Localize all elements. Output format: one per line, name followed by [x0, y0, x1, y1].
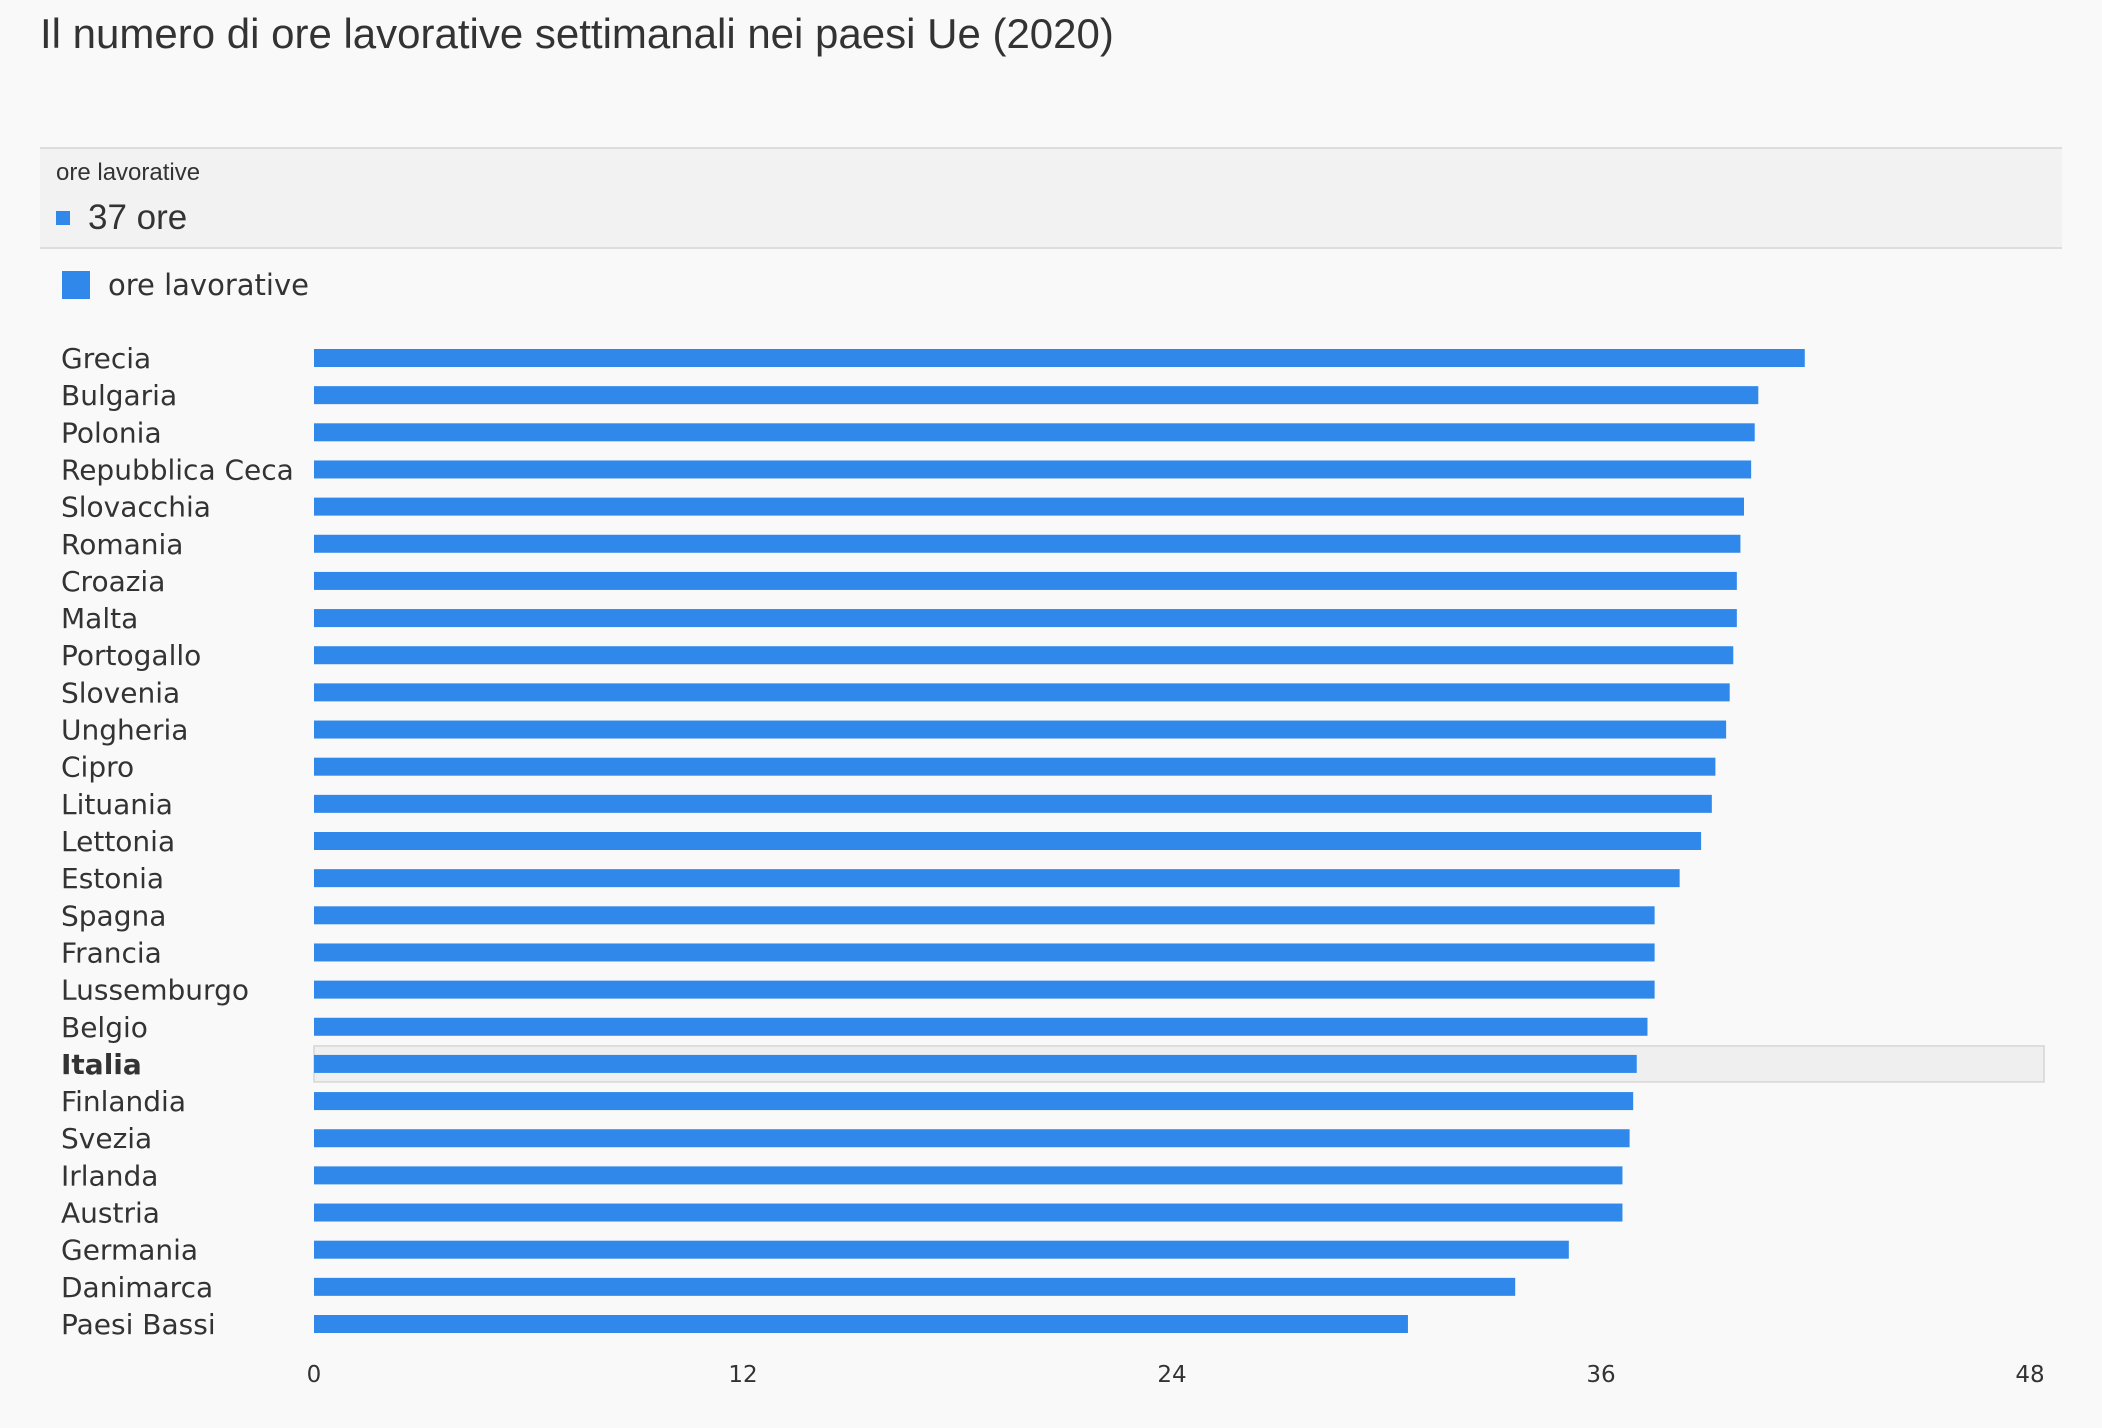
bar[interactable] [314, 1315, 1408, 1333]
category-label: Svezia [61, 1122, 152, 1155]
category-label: Ungheria [61, 714, 188, 747]
category-label: Finlandia [61, 1085, 186, 1118]
bar[interactable] [314, 683, 1730, 702]
tooltip-panel: ore lavorative 37 ore [40, 147, 2062, 249]
category-label: Bulgaria [61, 379, 177, 412]
bar[interactable] [314, 534, 1741, 553]
tooltip-swatch [56, 211, 70, 225]
bar[interactable] [314, 349, 1805, 367]
bar[interactable] [314, 906, 1655, 925]
category-label: Cipro [61, 751, 134, 784]
category-label: Danimarca [61, 1271, 213, 1304]
tooltip-value: 37 ore [88, 198, 188, 237]
category-label: Lussemburgo [61, 974, 249, 1007]
bar[interactable] [314, 1240, 1569, 1259]
bar[interactable] [314, 1092, 1634, 1111]
category-label: Croazia [61, 565, 165, 598]
category-label: Lettonia [61, 825, 175, 858]
tooltip-series-label: ore lavorative [56, 159, 201, 186]
category-label: Germania [61, 1234, 198, 1267]
category-label: Slovacchia [61, 491, 211, 524]
bar[interactable] [314, 794, 1712, 813]
category-label: Malta [61, 602, 138, 635]
category-label: Polonia [61, 416, 162, 449]
bar[interactable] [314, 1054, 1637, 1073]
bar[interactable] [314, 720, 1727, 739]
category-label: Lituania [61, 788, 173, 821]
category-label: Austria [61, 1197, 160, 1230]
bar[interactable] [314, 460, 1752, 479]
chart-title: Il numero di ore lavorative settimanali … [40, 10, 1114, 57]
legend-swatch [62, 271, 90, 299]
bar[interactable] [314, 423, 1755, 442]
bar[interactable] [314, 869, 1680, 888]
category-label: Paesi Bassi [61, 1308, 216, 1341]
category-label: Romania [61, 528, 183, 561]
legend-label: ore lavorative [108, 268, 309, 302]
bar[interactable] [314, 1277, 1516, 1296]
bar[interactable] [314, 386, 1759, 405]
x-tick-label: 36 [1586, 1362, 1615, 1388]
legend[interactable]: ore lavorative [62, 268, 309, 302]
category-label: Francia [61, 936, 162, 969]
category-label: Slovenia [61, 676, 180, 709]
category-label: Estonia [61, 862, 164, 895]
category-label: Portogallo [61, 639, 201, 672]
category-label: Italia [61, 1048, 142, 1081]
bar[interactable] [314, 943, 1655, 962]
bar[interactable] [314, 1166, 1623, 1185]
x-tick-label: 0 [307, 1362, 322, 1388]
x-tick-label: 48 [2015, 1362, 2044, 1388]
bar[interactable] [314, 1129, 1630, 1148]
x-tick-label: 12 [728, 1362, 757, 1388]
category-label: Irlanda [61, 1159, 158, 1192]
bar[interactable] [314, 832, 1702, 850]
category-label: Belgio [61, 1011, 148, 1044]
bar[interactable] [314, 980, 1655, 999]
bar[interactable] [314, 646, 1734, 665]
bar[interactable] [314, 609, 1737, 628]
bar[interactable] [314, 571, 1737, 590]
x-tick-label: 24 [1157, 1362, 1186, 1388]
category-label: Grecia [61, 342, 151, 375]
category-label: Spagna [61, 899, 166, 932]
bar[interactable] [314, 497, 1744, 516]
category-label: Repubblica Ceca [61, 453, 294, 486]
bar[interactable] [314, 1203, 1623, 1222]
bar[interactable] [314, 757, 1716, 776]
bar[interactable] [314, 1017, 1648, 1036]
